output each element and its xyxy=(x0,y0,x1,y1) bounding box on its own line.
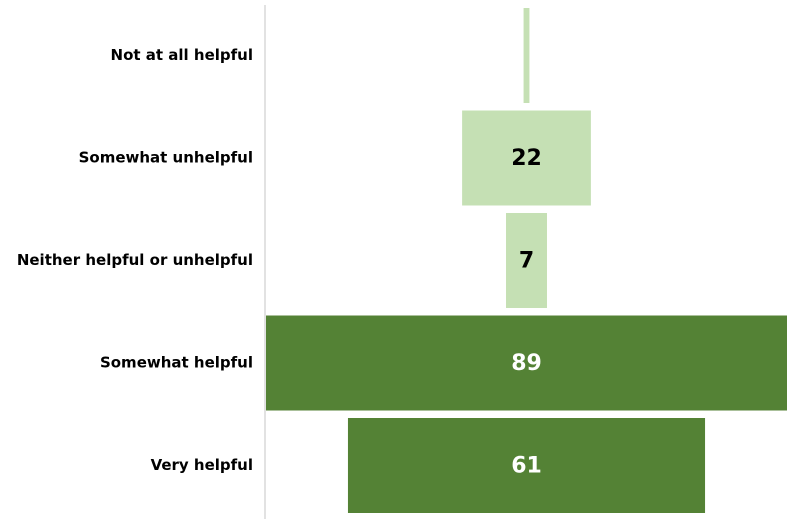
category-label: Neither helpful or unhelpful xyxy=(17,251,253,269)
category-label: Very helpful xyxy=(151,456,253,474)
funnel-bar xyxy=(506,213,547,308)
value-label: 22 xyxy=(511,146,542,171)
value-label: 89 xyxy=(511,351,542,376)
funnel-bar xyxy=(462,110,591,206)
category-label: Not at all helpful xyxy=(111,46,253,64)
category-label: Somewhat unhelpful xyxy=(79,149,253,167)
funnel-bar xyxy=(266,315,787,411)
funnel-bar xyxy=(347,418,706,513)
category-label: Somewhat helpful xyxy=(100,354,253,372)
value-label: 7 xyxy=(519,249,534,274)
funnel-bar xyxy=(523,8,530,103)
value-label: 61 xyxy=(511,454,542,479)
